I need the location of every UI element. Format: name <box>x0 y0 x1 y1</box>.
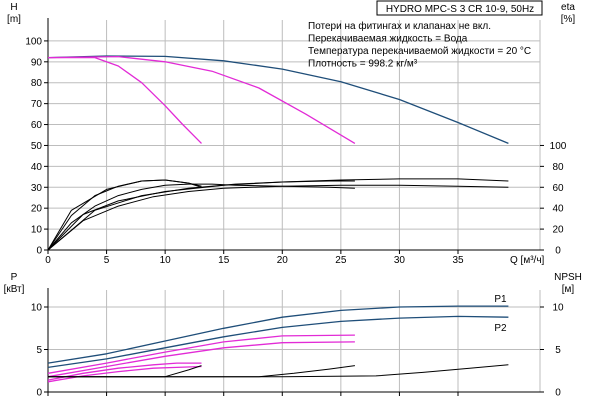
chart-note: Плотность = 998.2 кг/м³ <box>308 59 418 70</box>
x-tick-label: 15 <box>218 255 230 266</box>
y-left-tick-label: 10 <box>31 303 43 314</box>
y-right-tick-label: 20 <box>552 225 564 236</box>
series-line-0-8 <box>47 180 355 251</box>
x-tick-label: 0 <box>45 255 51 266</box>
y-right-tick-label: 10 <box>552 303 564 314</box>
series-line-1-3 <box>47 341 355 378</box>
y-right-tick-label: 5 <box>555 345 561 356</box>
chart-note: Температура перекачиваемой жидкости = 20… <box>308 46 531 57</box>
title-box <box>376 0 543 16</box>
series-line-0-4 <box>47 183 355 251</box>
x-tick-label: 20 <box>277 255 289 266</box>
y-left-tick-label: 0 <box>36 246 42 257</box>
x-tick-label: 10 <box>160 255 172 266</box>
y-left-tick-label: 90 <box>31 57 43 68</box>
y-left-tick-label: 20 <box>31 204 43 215</box>
y-right-tick-label: 100 <box>550 141 567 152</box>
series-line-0-6 <box>47 178 509 251</box>
y-left-tick-label: 40 <box>31 162 43 173</box>
y-right-axis-unit: [%] <box>561 14 576 25</box>
y-left-tick-label: 5 <box>36 345 42 356</box>
series-line-0-0 <box>47 55 509 145</box>
series-line-1-2 <box>47 334 355 374</box>
x-tick-label: 30 <box>394 255 406 266</box>
series-line-0-5 <box>47 184 509 251</box>
series-line-0-7 <box>47 179 202 251</box>
y-right-axis-label: NPSH <box>554 272 582 283</box>
y-left-tick-label: 80 <box>31 78 43 89</box>
y-left-tick-label: 50 <box>31 141 43 152</box>
y-left-axis-label: P <box>11 272 18 283</box>
series-label-p1: P1 <box>494 294 507 305</box>
series-line-0-1 <box>48 56 202 144</box>
y-left-tick-label: 30 <box>31 183 43 194</box>
y-right-tick-label: 0 <box>555 388 561 399</box>
x-axis-label: Q [м³/ч] <box>510 255 545 266</box>
x-tick-label: 5 <box>104 255 110 266</box>
y-right-axis-unit: [м] <box>562 284 575 295</box>
series-line-0-2 <box>47 55 356 144</box>
series-line-p2 <box>47 315 509 369</box>
series-line-p1 <box>47 305 509 364</box>
x-tick-label: 25 <box>335 255 347 266</box>
y-right-tick-label: 40 <box>552 204 564 215</box>
chart-note: Перекачиваемая жидкость = Вода <box>308 34 468 45</box>
series-line-1-4 <box>47 362 202 381</box>
series-label-p2: P2 <box>494 323 507 334</box>
y-left-tick-label: 0 <box>36 388 42 399</box>
y-right-tick-label: 60 <box>552 183 564 194</box>
y-right-tick-label: 80 <box>552 162 564 173</box>
y-right-tick-label: 0 <box>555 246 561 257</box>
chart-note: Потери на фитингах и клапанах не вкл. <box>308 20 491 32</box>
y-left-tick-label: 100 <box>25 36 42 47</box>
chart-title: HYDRO MPC-S 3 CR 10-9, 50Hz <box>386 4 534 15</box>
y-left-tick-label: 70 <box>31 99 43 110</box>
y-right-axis-label: eta <box>561 2 575 13</box>
y-left-axis-label: H <box>10 2 17 13</box>
x-tick-label: 35 <box>452 255 464 266</box>
y-left-axis-unit: [кВт] <box>4 284 25 295</box>
y-left-tick-label: 60 <box>31 120 43 131</box>
y-left-axis-unit: [m] <box>7 14 21 25</box>
y-left-tick-label: 10 <box>31 225 43 236</box>
series-line-1-8 <box>48 364 509 378</box>
